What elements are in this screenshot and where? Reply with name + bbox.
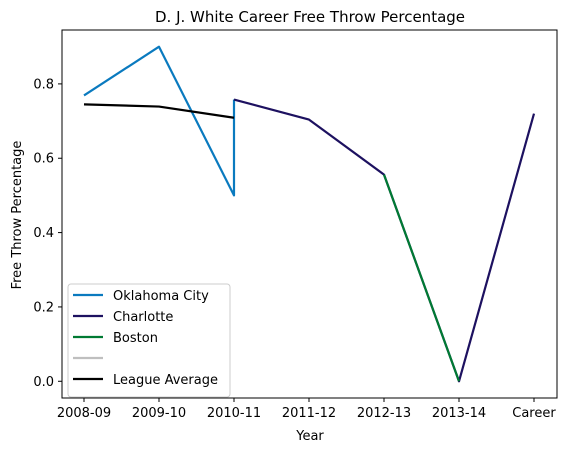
legend-label: Oklahoma City — [113, 289, 209, 304]
legend-label: Charlotte — [113, 310, 173, 325]
x-tick-label: 2010-11 — [207, 406, 261, 421]
y-axis-title: Free Throw Percentage — [10, 141, 25, 290]
y-tick-label: 0.8 — [33, 77, 54, 92]
series-line — [83, 45, 236, 197]
x-tick-label: 2013-14 — [432, 406, 486, 421]
x-tick-label: 2008-09 — [57, 406, 111, 421]
series-line — [83, 103, 235, 119]
series-line — [382, 174, 461, 382]
legend-label: Boston — [113, 331, 158, 346]
x-tick-label: Career — [512, 406, 556, 421]
y-tick-label: 0.4 — [33, 226, 54, 241]
y-tick-label: 0.0 — [33, 375, 54, 390]
x-tick-label: 2011-12 — [282, 406, 336, 421]
series-line — [233, 98, 536, 383]
chart-title: D. J. White Career Free Throw Percentage — [155, 8, 465, 26]
plot-area — [83, 45, 536, 383]
y-tick-label: 0.6 — [33, 152, 54, 167]
legend-box — [67, 283, 231, 398]
legend-label: League Average — [113, 373, 218, 388]
x-tick-label: 2009-10 — [132, 406, 186, 421]
x-tick-label: 2012-13 — [357, 406, 411, 421]
y-tick-label: 0.2 — [33, 300, 54, 315]
legend: Oklahoma City Charlotte Boston League Avera… — [67, 283, 231, 398]
axes: 2008-09 2009-10 2010-11 2011-12 2012-13 2013-… — [33, 29, 558, 421]
x-axis-title: Year — [295, 429, 324, 444]
